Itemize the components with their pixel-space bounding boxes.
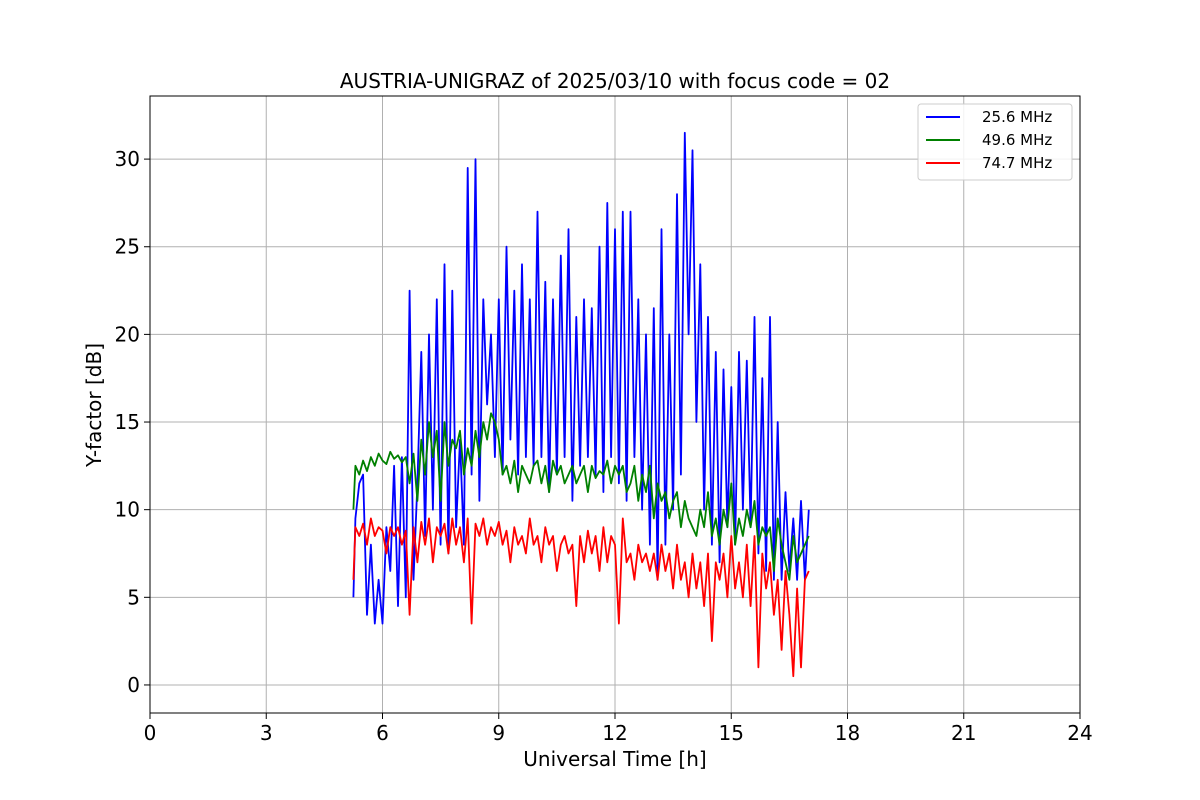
y-tick-label: 20 — [115, 322, 140, 346]
x-tick-label: 9 — [492, 721, 505, 745]
series-line-1 — [352, 412, 810, 581]
series-line-0 — [352, 131, 810, 625]
x-tick-label: 0 — [144, 721, 157, 745]
y-tick-label: 30 — [115, 147, 140, 171]
legend-label-49-6: 49.6 MHz — [982, 131, 1052, 149]
y-tick-label: 0 — [127, 673, 140, 697]
y-tick-label: 25 — [115, 235, 140, 259]
y-tick-label: 15 — [115, 410, 140, 434]
legend-label-74-7: 74.7 MHz — [982, 154, 1052, 172]
x-tick-label: 24 — [1067, 721, 1092, 745]
x-tick-label: 12 — [602, 721, 627, 745]
y-axis-label: Y-factor [dB] — [82, 343, 106, 468]
x-tick-label: 6 — [376, 721, 389, 745]
legend-label-25-6: 25.6 MHz — [982, 108, 1052, 126]
y-tick-label: 10 — [115, 498, 140, 522]
plot-lines — [352, 131, 810, 678]
y-tick-label: 5 — [127, 585, 140, 609]
legend: 25.6 MHz 49.6 MHz 74.7 MHz — [917, 103, 1073, 181]
x-tick-label: 15 — [719, 721, 744, 745]
x-tick-label: 3 — [260, 721, 273, 745]
x-axis-ticks: 0 3 6 9 12 15 18 21 24 — [144, 713, 1093, 745]
series-line-2 — [352, 517, 810, 678]
x-tick-label: 18 — [835, 721, 860, 745]
chart-title: AUSTRIA-UNIGRAZ of 2025/03/10 with focus… — [340, 69, 890, 93]
legend-box — [917, 103, 1073, 181]
y-axis-ticks: 0 5 10 15 20 25 30 — [115, 147, 150, 697]
x-tick-label: 21 — [951, 721, 976, 745]
x-axis-label: Universal Time [h] — [523, 747, 706, 771]
